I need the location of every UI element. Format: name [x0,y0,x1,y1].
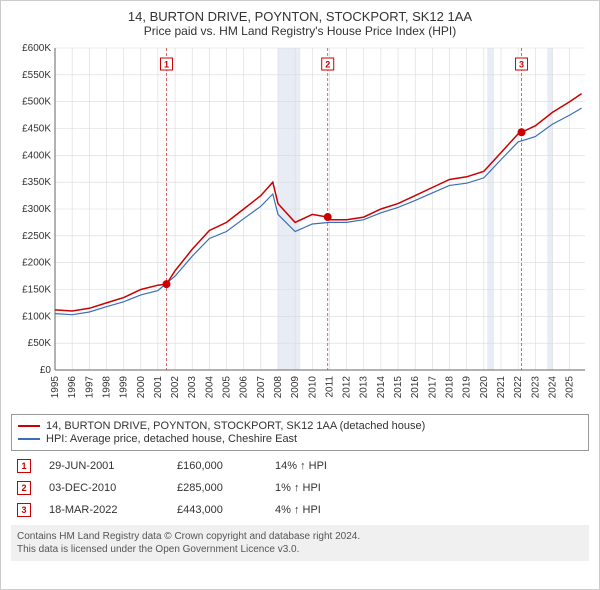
svg-text:2009: 2009 [290,376,301,399]
svg-text:1995: 1995 [50,376,61,399]
legend-item: 14, BURTON DRIVE, POYNTON, STOCKPORT, SK… [18,420,582,432]
svg-text:2000: 2000 [136,376,147,399]
svg-text:£0: £0 [40,365,52,376]
svg-text:2017: 2017 [427,376,438,399]
svg-text:2023: 2023 [530,376,541,399]
svg-text:£200K: £200K [22,258,51,269]
sale-price: £443,000 [177,504,257,516]
sale-pct: 1% ↑ HPI [275,482,365,494]
svg-text:£500K: £500K [22,97,51,108]
svg-text:£100K: £100K [22,311,51,322]
sale-row: 1 29-JUN-2001 £160,000 14% ↑ HPI [11,459,589,473]
svg-text:1998: 1998 [101,376,112,399]
sale-date: 18-MAR-2022 [49,504,159,516]
svg-text:£400K: £400K [22,150,51,161]
svg-text:2022: 2022 [513,376,524,399]
svg-text:2020: 2020 [479,376,490,399]
svg-text:2018: 2018 [444,376,455,399]
svg-text:2010: 2010 [307,376,318,399]
legend-swatch [18,438,40,440]
svg-text:£250K: £250K [22,231,51,242]
svg-text:2002: 2002 [170,376,181,399]
sale-price: £160,000 [177,460,257,472]
sales-list: 1 29-JUN-2001 £160,000 14% ↑ HPI 2 03-DE… [11,459,589,517]
svg-text:1999: 1999 [119,376,130,399]
svg-text:£550K: £550K [22,70,51,81]
sale-price: £285,000 [177,482,257,494]
svg-text:2004: 2004 [204,376,215,399]
svg-text:1997: 1997 [84,376,95,399]
chart-svg: £0 £50K £100K £150K £200K £250K £300K £350K £400… [11,44,589,406]
svg-text:2008: 2008 [273,376,284,399]
sale-row: 3 18-MAR-2022 £443,000 4% ↑ HPI [11,503,589,517]
sale-marker: 3 [17,503,31,517]
svg-text:£600K: £600K [22,44,51,54]
svg-text:2015: 2015 [393,376,404,399]
svg-text:£50K: £50K [28,338,52,349]
svg-text:£150K: £150K [22,285,51,296]
svg-text:2006: 2006 [239,376,250,399]
sale-row: 2 03-DEC-2010 £285,000 1% ↑ HPI [11,481,589,495]
svg-text:2012: 2012 [342,376,353,399]
chart-subtitle: Price paid vs. HM Land Registry's House … [11,24,589,38]
svg-text:2024: 2024 [547,376,558,399]
price-chart: £0 £50K £100K £150K £200K £250K £300K £350K £400… [11,44,589,406]
svg-text:£450K: £450K [22,124,51,135]
svg-text:2005: 2005 [222,376,233,399]
chart-title: 14, BURTON DRIVE, POYNTON, STOCKPORT, SK… [11,9,589,24]
svg-text:2011: 2011 [324,376,335,398]
svg-text:2003: 2003 [187,376,198,399]
footer-line: This data is licensed under the Open Gov… [17,543,583,556]
svg-text:1996: 1996 [67,376,78,399]
legend-swatch [18,425,40,427]
svg-text:1: 1 [164,60,169,70]
svg-text:3: 3 [519,60,524,70]
legend-label: HPI: Average price, detached house, Ches… [46,433,297,445]
sale-date: 29-JUN-2001 [49,460,159,472]
sale-marker: 1 [17,459,31,473]
svg-text:2014: 2014 [376,376,387,399]
footer: Contains HM Land Registry data © Crown c… [11,525,589,561]
sale-marker: 2 [17,481,31,495]
title-block: 14, BURTON DRIVE, POYNTON, STOCKPORT, SK… [11,9,589,38]
svg-text:2013: 2013 [359,376,370,399]
sale-pct: 4% ↑ HPI [275,504,365,516]
svg-text:£350K: £350K [22,177,51,188]
svg-text:2025: 2025 [565,376,576,399]
svg-text:2021: 2021 [496,376,507,399]
svg-text:2007: 2007 [256,376,267,399]
svg-text:2001: 2001 [153,376,164,399]
legend-label: 14, BURTON DRIVE, POYNTON, STOCKPORT, SK… [46,420,425,432]
legend-item: HPI: Average price, detached house, Ches… [18,433,582,445]
svg-text:2019: 2019 [462,376,473,399]
footer-line: Contains HM Land Registry data © Crown c… [17,530,583,543]
svg-text:2016: 2016 [410,376,421,399]
sale-pct: 14% ↑ HPI [275,460,365,472]
legend: 14, BURTON DRIVE, POYNTON, STOCKPORT, SK… [11,414,589,451]
svg-text:£300K: £300K [22,204,51,215]
svg-text:2: 2 [325,60,330,70]
sale-date: 03-DEC-2010 [49,482,159,494]
